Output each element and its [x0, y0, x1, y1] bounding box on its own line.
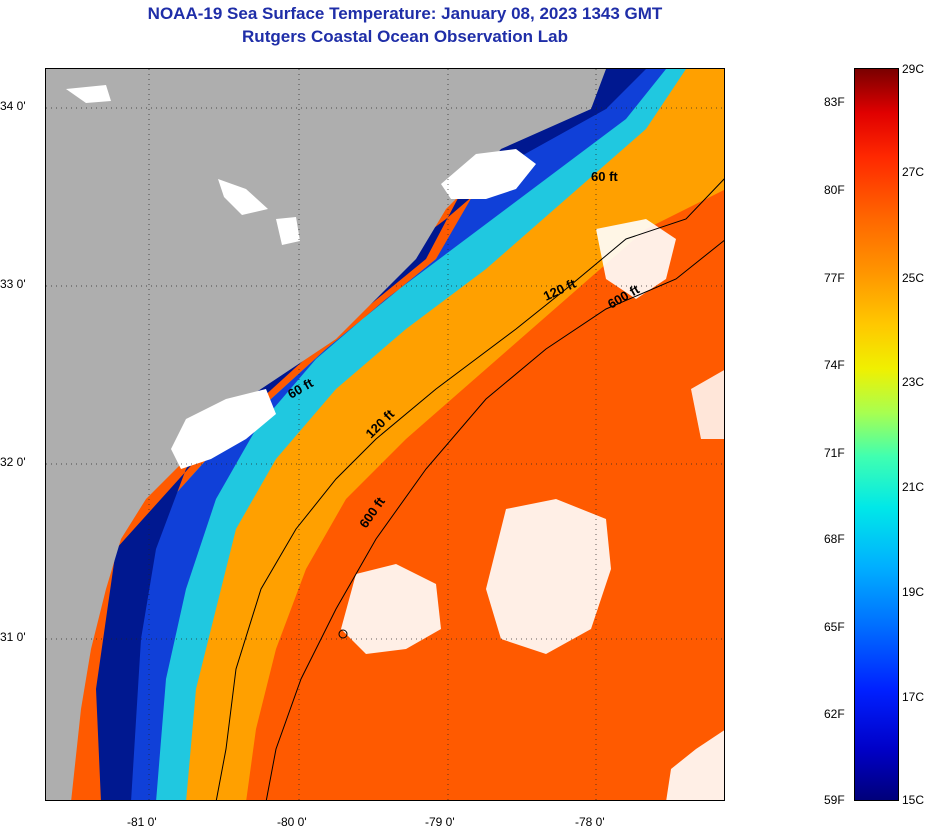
- colorbar-f-label: 71F: [824, 446, 845, 460]
- colorbar-c-label: 27C: [902, 165, 925, 179]
- cloud-patch: [218, 179, 268, 215]
- contour-label: 60 ft: [591, 169, 618, 184]
- colorbar-f-label: 59F: [824, 793, 845, 807]
- land-mass: [46, 69, 606, 800]
- cloud-patch: [66, 85, 111, 103]
- cloud-patch: [486, 499, 611, 654]
- cloud-patch: [276, 217, 300, 245]
- buoy-marker: [338, 629, 348, 639]
- lat-label-32: 32 0': [0, 455, 26, 469]
- cloud-patch: [171, 389, 276, 469]
- map-title: NOAA-19 Sea Surface Temperature: January…: [147, 4, 663, 23]
- colorbar-c-label: 19C: [902, 585, 925, 599]
- colorbar-f-label: 74F: [824, 358, 845, 372]
- sst-map-svg: 60 ft 120 ft 600 ft 120 ft 600 ft 60 ft: [46, 69, 724, 800]
- isobath-120ft: [215, 178, 724, 800]
- cloud-patch: [441, 149, 536, 199]
- colorbar-c-label: 29C: [902, 62, 925, 76]
- colorbar-f-label: 83F: [824, 95, 845, 109]
- colorbar-c-label: 21C: [902, 480, 925, 494]
- graticule: [46, 69, 724, 800]
- lon-label-81: -81 0': [127, 815, 157, 829]
- ocean-blue-band: [106, 69, 666, 800]
- colorbar-c-label: 17C: [902, 690, 925, 704]
- colorbar-f-label: 65F: [824, 620, 845, 634]
- lon-label-78: -78 0': [575, 815, 605, 829]
- map-subtitle: Rutgers Coastal Ocean Observation Lab: [242, 27, 568, 46]
- lat-label-31: 31 0': [0, 630, 26, 644]
- colorbar-c-label: 23C: [902, 375, 925, 389]
- colorbar-f-label: 77F: [824, 271, 845, 285]
- cloud-patch: [666, 730, 724, 800]
- lon-label-79: -79 0': [425, 815, 455, 829]
- cloud-patch: [691, 370, 724, 439]
- colorbar-c-label: 15C: [902, 793, 925, 807]
- colorbar-f-label: 80F: [824, 183, 845, 197]
- ocean-orange-band: [106, 69, 724, 800]
- lat-label-34: 34 0': [0, 99, 26, 113]
- colorbar: [854, 68, 899, 801]
- colorbar-c-label: 25C: [902, 271, 925, 285]
- colorbar-f-label: 62F: [824, 707, 845, 721]
- sst-map: 60 ft 120 ft 600 ft 120 ft 600 ft 60 ft: [45, 68, 725, 801]
- cloud-patch: [596, 219, 676, 299]
- ocean-cyan-band: [106, 69, 686, 800]
- isobath-600ft: [265, 239, 724, 800]
- lon-label-80: -80 0': [277, 815, 307, 829]
- cloud-patch: [341, 564, 441, 654]
- colorbar-f-label: 68F: [824, 532, 845, 546]
- lat-label-33: 33 0': [0, 277, 26, 291]
